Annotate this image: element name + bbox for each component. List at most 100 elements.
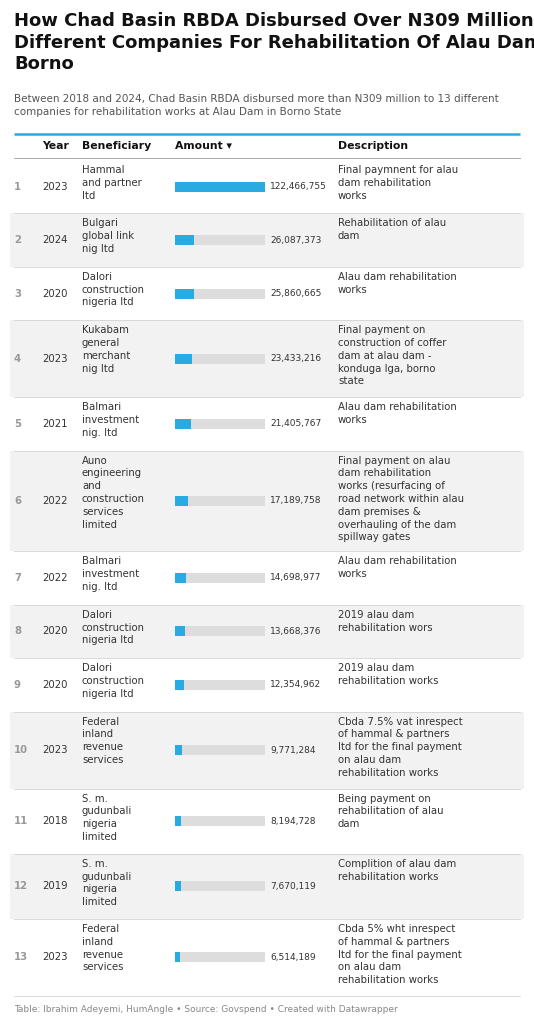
Text: Being payment on
rehabilitation of alau
dam: Being payment on rehabilitation of alau … bbox=[338, 794, 444, 829]
Text: Complition of alau dam
rehabilitation works: Complition of alau dam rehabilitation wo… bbox=[338, 859, 456, 882]
Bar bbox=[10, 712, 524, 788]
Bar bbox=[175, 236, 194, 245]
Text: 10: 10 bbox=[14, 745, 28, 755]
Text: 17,189,758: 17,189,758 bbox=[270, 497, 321, 506]
Text: Final payment on
construction of coffer
dam at alau dam -
konduga lga, borno
sta: Final payment on construction of coffer … bbox=[338, 326, 446, 386]
Bar bbox=[175, 882, 180, 891]
Text: Kukabam
general
merchant
nig ltd: Kukabam general merchant nig ltd bbox=[82, 326, 130, 374]
Bar bbox=[175, 816, 181, 826]
Text: How Chad Basin RBDA Disbursed Over N309 Million To
Different Companies For Rehab: How Chad Basin RBDA Disbursed Over N309 … bbox=[14, 12, 534, 73]
Text: 9: 9 bbox=[14, 680, 21, 690]
Bar bbox=[175, 816, 265, 826]
Text: 2021: 2021 bbox=[42, 419, 67, 429]
Text: 25,860,665: 25,860,665 bbox=[270, 289, 321, 298]
Bar bbox=[10, 160, 524, 213]
Bar bbox=[175, 952, 265, 963]
Text: 8: 8 bbox=[14, 627, 21, 636]
Text: Alau dam rehabilitation
works: Alau dam rehabilitation works bbox=[338, 402, 457, 425]
Text: Final payment on alau
dam rehabilitation
works (resurfacing of
road network with: Final payment on alau dam rehabilitation… bbox=[338, 456, 464, 543]
Bar bbox=[175, 181, 265, 191]
Bar bbox=[10, 551, 524, 605]
Text: Alau dam rehabilitation
works: Alau dam rehabilitation works bbox=[338, 556, 457, 580]
Text: Balmari
investment
nig. ltd: Balmari investment nig. ltd bbox=[82, 402, 139, 438]
Bar bbox=[10, 854, 524, 919]
Text: S. m.
gudunbali
nigeria
limited: S. m. gudunbali nigeria limited bbox=[82, 794, 132, 842]
Bar bbox=[175, 680, 265, 690]
Text: Bulgari
global link
nig ltd: Bulgari global link nig ltd bbox=[82, 218, 134, 254]
Text: 21,405,767: 21,405,767 bbox=[270, 420, 321, 428]
Text: Final paymnent for alau
dam rehabilitation
works: Final paymnent for alau dam rehabilitati… bbox=[338, 165, 458, 201]
Text: Dalori
construction
nigeria ltd: Dalori construction nigeria ltd bbox=[82, 664, 145, 698]
Text: Hammal
and partner
ltd: Hammal and partner ltd bbox=[82, 165, 142, 201]
Bar bbox=[10, 213, 524, 267]
Text: 2023: 2023 bbox=[42, 181, 67, 191]
Text: 2019 alau dam
rehabilitation wors: 2019 alau dam rehabilitation wors bbox=[338, 609, 433, 633]
Text: 5: 5 bbox=[14, 419, 21, 429]
Text: 2023: 2023 bbox=[42, 353, 67, 364]
Text: Federal
inland
revenue
services: Federal inland revenue services bbox=[82, 924, 123, 973]
Bar bbox=[175, 882, 265, 891]
Bar bbox=[175, 419, 191, 429]
Text: 6,514,189: 6,514,189 bbox=[270, 953, 316, 962]
Text: 8,194,728: 8,194,728 bbox=[270, 817, 316, 825]
Bar bbox=[175, 573, 186, 583]
Text: Auno
engineering
and
construction
services
limited: Auno engineering and construction servic… bbox=[82, 456, 145, 529]
Text: 2018: 2018 bbox=[42, 816, 67, 826]
Text: 2022: 2022 bbox=[42, 496, 67, 506]
Text: Dalori
construction
nigeria ltd: Dalori construction nigeria ltd bbox=[82, 271, 145, 307]
Bar bbox=[175, 745, 182, 755]
Bar bbox=[175, 627, 265, 636]
Bar bbox=[175, 353, 192, 364]
Text: 2022: 2022 bbox=[42, 573, 67, 583]
Text: 6: 6 bbox=[14, 496, 21, 506]
Bar bbox=[175, 496, 187, 506]
Text: 2020: 2020 bbox=[42, 627, 67, 636]
Bar bbox=[175, 573, 265, 583]
Bar bbox=[175, 419, 265, 429]
Text: 13: 13 bbox=[14, 952, 28, 963]
Text: S. m.
gudunbali
nigeria
limited: S. m. gudunbali nigeria limited bbox=[82, 859, 132, 907]
Bar bbox=[175, 289, 265, 299]
Text: Beneficiary: Beneficiary bbox=[82, 141, 151, 151]
Bar bbox=[175, 627, 185, 636]
Text: 12: 12 bbox=[14, 882, 28, 891]
Text: 1: 1 bbox=[14, 181, 21, 191]
Bar bbox=[175, 181, 265, 191]
Text: 2: 2 bbox=[14, 236, 21, 245]
Text: Dalori
construction
nigeria ltd: Dalori construction nigeria ltd bbox=[82, 609, 145, 645]
Bar bbox=[175, 236, 265, 245]
Text: 13,668,376: 13,668,376 bbox=[270, 627, 321, 636]
Text: Rehabilitation of alau
dam: Rehabilitation of alau dam bbox=[338, 218, 446, 242]
Bar bbox=[175, 289, 194, 299]
Text: Year: Year bbox=[42, 141, 69, 151]
Text: 12,354,962: 12,354,962 bbox=[270, 680, 321, 689]
Text: 14,698,977: 14,698,977 bbox=[270, 573, 321, 583]
Text: Between 2018 and 2024, Chad Basin RBDA disbursed more than N309 million to 13 di: Between 2018 and 2024, Chad Basin RBDA d… bbox=[14, 94, 499, 117]
Bar bbox=[10, 788, 524, 854]
Bar bbox=[10, 919, 524, 996]
Text: 26,087,373: 26,087,373 bbox=[270, 236, 321, 245]
Text: 2019: 2019 bbox=[42, 882, 68, 891]
Text: 23,433,216: 23,433,216 bbox=[270, 354, 321, 364]
Text: Amount ▾: Amount ▾ bbox=[175, 141, 232, 151]
Bar bbox=[175, 496, 265, 506]
Text: Balmari
investment
nig. ltd: Balmari investment nig. ltd bbox=[82, 556, 139, 592]
Text: 7,670,119: 7,670,119 bbox=[270, 882, 316, 891]
Text: 4: 4 bbox=[14, 353, 21, 364]
Bar bbox=[10, 451, 524, 551]
Text: 2024: 2024 bbox=[42, 236, 67, 245]
Bar bbox=[175, 745, 265, 755]
Text: Table: Ibrahim Adeyemi, HumAngle • Source: Govspend • Created with Datawrapper: Table: Ibrahim Adeyemi, HumAngle • Sourc… bbox=[14, 1005, 398, 1014]
Bar bbox=[175, 680, 184, 690]
Text: 3: 3 bbox=[14, 289, 21, 299]
Bar bbox=[10, 267, 524, 321]
Text: 2023: 2023 bbox=[42, 745, 67, 755]
Text: Description: Description bbox=[338, 141, 408, 151]
Text: 2020: 2020 bbox=[42, 289, 67, 299]
Text: Cbda 5% wht inrespect
of hammal & partners
ltd for the final payment
on alau dam: Cbda 5% wht inrespect of hammal & partne… bbox=[338, 924, 462, 985]
Text: 2019 alau dam
rehabilitation works: 2019 alau dam rehabilitation works bbox=[338, 664, 438, 686]
Bar bbox=[175, 952, 180, 963]
Text: Alau dam rehabilitation
works: Alau dam rehabilitation works bbox=[338, 271, 457, 295]
Text: Federal
inland
revenue
services: Federal inland revenue services bbox=[82, 717, 123, 765]
Text: Cbda 7.5% vat inrespect
of hammal & partners
ltd for the final payment
on alau d: Cbda 7.5% vat inrespect of hammal & part… bbox=[338, 717, 463, 777]
